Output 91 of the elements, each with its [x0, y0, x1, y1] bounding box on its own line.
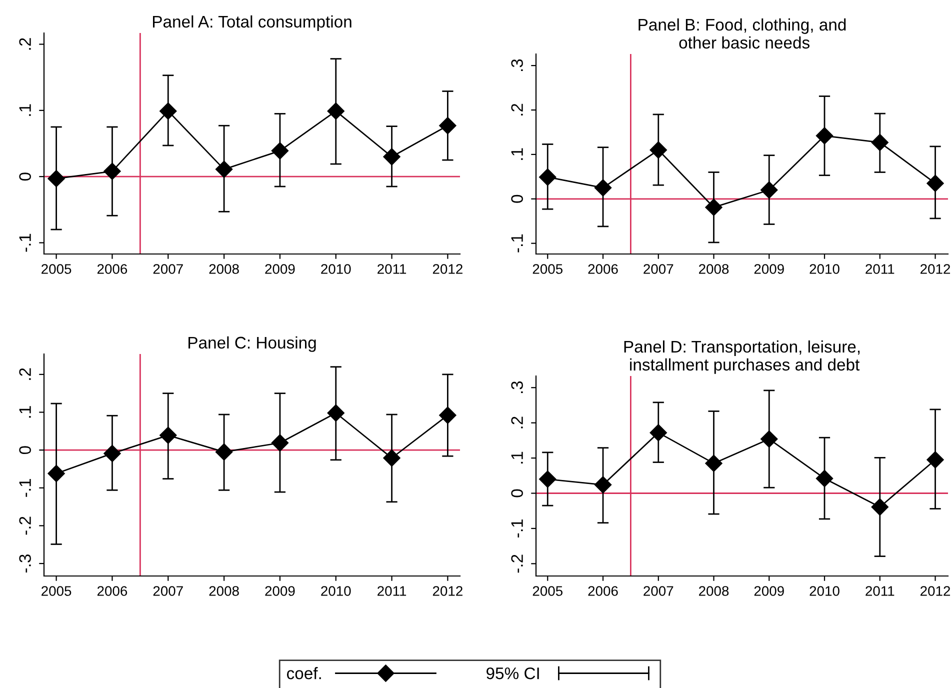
x-tick-label: 2009 [754, 264, 784, 274]
point [327, 102, 344, 120]
point [926, 451, 944, 468]
y-tick-label: -.2 [19, 516, 31, 535]
y-tick-label: .1 [511, 148, 523, 160]
y-tick-label: -.1 [19, 478, 31, 497]
point [215, 443, 233, 461]
x-tick-label: 2012 [920, 586, 950, 596]
point [104, 444, 121, 462]
x-tick-label: 2010 [321, 264, 351, 274]
y-tick-label: .2 [511, 104, 523, 116]
y-tick-label: 0 [19, 172, 31, 181]
point [650, 141, 667, 159]
point [271, 142, 289, 160]
point [383, 148, 400, 166]
x-tick-label: 2006 [97, 586, 128, 596]
y-tick-label: .3 [511, 381, 523, 394]
y-tick-label: .3 [511, 59, 523, 71]
x-tick-label: 2012 [432, 264, 462, 274]
point [539, 470, 556, 488]
point [48, 464, 65, 482]
x-tick-label: 2005 [42, 586, 72, 596]
point [271, 434, 289, 452]
x-tick-label: 2012 [432, 586, 462, 596]
y-tick-label: .2 [511, 416, 523, 428]
x-tick-label: 2008 [699, 264, 729, 274]
point [215, 160, 233, 178]
x-tick-label: 2010 [810, 586, 840, 596]
x-tick-label: 2010 [810, 264, 840, 274]
point [871, 498, 888, 516]
point [760, 430, 778, 448]
point [439, 117, 456, 134]
chart-title: Panel D: Transportation, leisure, installment purchases and debt [624, 340, 860, 374]
y-tick-label: -.2 [511, 554, 523, 573]
x-tick-label: 2009 [265, 264, 295, 274]
point [816, 470, 834, 488]
x-tick-label: 2011 [378, 586, 406, 596]
y-tick-label: -.3 [19, 554, 31, 573]
point [594, 179, 612, 196]
point [650, 424, 667, 442]
x-tick-label: 2007 [644, 586, 674, 596]
x-tick-label: 2012 [920, 264, 950, 274]
y-tick-label: 0 [19, 446, 31, 454]
x-tick-label: 2011 [378, 264, 406, 274]
point [160, 426, 177, 444]
point [705, 454, 722, 472]
point [439, 406, 456, 424]
x-tick-label: 2007 [644, 264, 674, 274]
point [160, 102, 177, 120]
x-tick-label: 2006 [588, 264, 618, 274]
point [705, 198, 722, 216]
text: 95% CI [486, 667, 539, 680]
x-tick-label: 2008 [209, 586, 239, 596]
x-tick-label: 2010 [321, 586, 351, 596]
point [816, 127, 834, 144]
point [327, 404, 344, 422]
x-tick-label: 2005 [532, 586, 562, 596]
x-tick-label: 2006 [97, 264, 128, 274]
y-tick-label: .1 [19, 406, 31, 418]
x-tick-label: 2005 [532, 264, 562, 274]
text: coef. [286, 667, 321, 680]
chart-title: Panel A: Total consumption [152, 15, 352, 31]
y-tick-label: .1 [511, 452, 523, 464]
point [871, 134, 888, 151]
chart-title: Panel C: Housing [188, 336, 316, 352]
chart-title: Panel B: Food, clothing, and other basic needs [638, 18, 846, 49]
y-tick-label: -.1 [19, 234, 31, 252]
y-tick-label: -.1 [511, 234, 523, 252]
x-tick-label: 2007 [153, 586, 183, 596]
x-tick-label: 2011 [866, 264, 894, 274]
y-tick-label: .2 [19, 38, 31, 50]
x-tick-label: 2011 [866, 586, 894, 596]
x-tick-label: 2006 [588, 586, 618, 596]
point [539, 168, 556, 186]
x-tick-label: 2005 [42, 264, 72, 274]
point [104, 162, 121, 180]
y-tick-label: 0 [511, 194, 523, 203]
point [383, 449, 400, 467]
x-tick-label: 2008 [209, 264, 239, 274]
y-tick-label: 0 [511, 489, 523, 498]
y-tick-label: -.1 [511, 520, 523, 538]
point [760, 181, 778, 199]
point [48, 170, 65, 188]
y-tick-label: .2 [19, 368, 31, 380]
x-tick-label: 2007 [153, 264, 183, 274]
x-tick-label: 2009 [754, 586, 784, 596]
point [926, 174, 944, 192]
point [594, 476, 612, 494]
x-tick-label: 2009 [265, 586, 295, 596]
y-tick-label: .1 [19, 104, 31, 116]
x-tick-label: 2008 [699, 586, 729, 596]
